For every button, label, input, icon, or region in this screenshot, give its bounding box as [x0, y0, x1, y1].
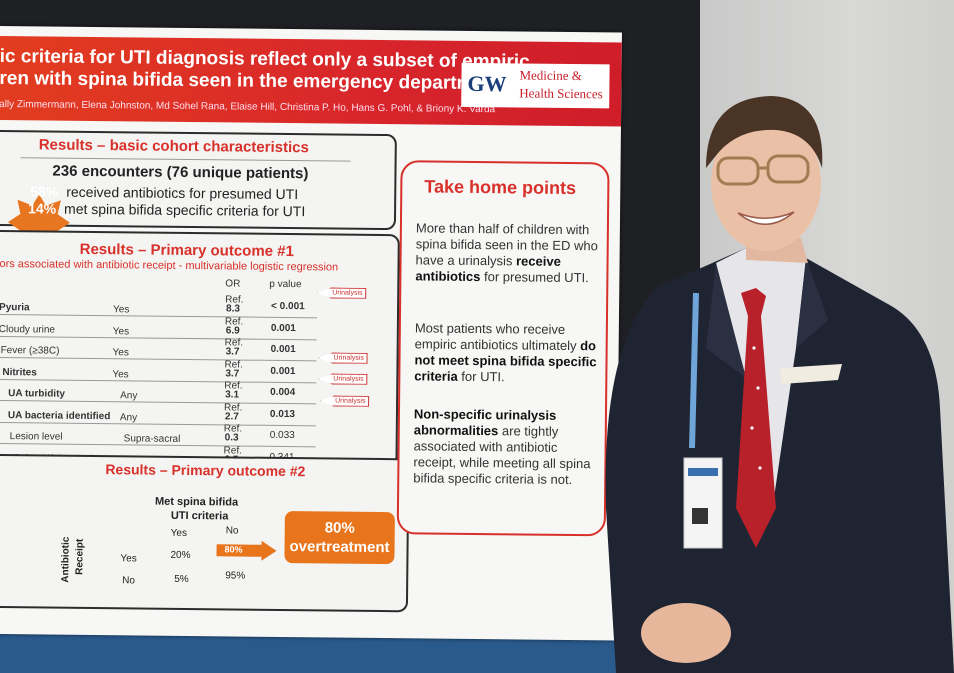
cell-yes-no: 80%: [224, 544, 243, 555]
glasses-icon: [716, 156, 760, 186]
row-level: Any: [120, 390, 138, 402]
primary1-header: Results – Primary outcome #1: [79, 240, 295, 261]
presenter-photo: [605, 96, 954, 673]
row-level: Yes: [112, 304, 130, 316]
p2-end: for UTI.: [457, 368, 505, 385]
p2-row-label2: Receipt: [74, 538, 86, 575]
row-level: Yes: [112, 347, 129, 359]
takehome-point1: More than half of children with spina bi…: [415, 220, 601, 286]
p1-text: More than half of children with spina bi…: [415, 220, 598, 269]
poster-banner: ic criteria for UTI diagnosis reflect on…: [0, 35, 622, 127]
row-p: 0.001: [270, 322, 296, 334]
tie: [736, 288, 776, 548]
p2-row-label1: Antibiotic: [60, 536, 72, 583]
gw-monogram: GW: [467, 70, 507, 97]
row-level: Supra-sacral: [123, 433, 181, 445]
divider: [20, 157, 351, 162]
cohort-line1: received antibiotics for presumed UTI: [66, 183, 299, 203]
logo-line2: Health Sciences: [519, 85, 603, 102]
row-label: Cloudy urine: [0, 323, 56, 336]
row-label: Nitrites: [2, 366, 37, 378]
row-p: 0.001: [270, 365, 296, 377]
row-label: Fever (≥38C): [0, 345, 60, 357]
row-p: < 0.001: [271, 300, 305, 313]
row-p: 0.001: [270, 343, 296, 356]
row-label: UA bacteria identified: [7, 409, 111, 422]
row-or: 3.1: [225, 389, 240, 401]
row-label: Lesion level: [9, 431, 63, 443]
p2-col-title2: UTI criteria: [170, 509, 229, 523]
lapel-left: [706, 263, 746, 378]
cohort-pct1: 58%: [30, 183, 59, 200]
cohort-encounters: 236 encounters (76 unique patients): [52, 162, 309, 183]
row-or: 3.7: [225, 346, 240, 358]
callout-pct: 80%: [324, 519, 355, 537]
poster-title-line2: ren with spina bifida seen in the emerge…: [0, 67, 503, 95]
row-p: 0.033: [269, 429, 295, 442]
callout-text: overtreatment: [289, 538, 390, 557]
row-or: 6.9: [225, 324, 240, 337]
overtreatment-callout: 80% overtreatment: [284, 511, 395, 565]
cell-yes-yes: 20%: [170, 549, 191, 562]
hands: [641, 603, 731, 663]
face: [711, 115, 821, 251]
p2-col-yes: Yes: [170, 527, 188, 539]
row-or: 2.7: [224, 410, 239, 423]
cell-no-no: 95%: [225, 570, 246, 582]
row-or: 3.7: [225, 367, 240, 380]
research-poster: ic criteria for UTI diagnosis reflect on…: [0, 26, 622, 641]
row-or: 8.3: [225, 303, 241, 315]
lapel-right: [796, 258, 828, 348]
p2-row-yes: Yes: [120, 553, 137, 565]
p1-end: for presumed UTI.: [480, 269, 589, 286]
logo-line1: Medicine &: [519, 67, 583, 84]
p2-col-no: No: [225, 525, 239, 537]
poster-authors: ally Zimmermann, Elena Johnston, Md Sohe…: [0, 98, 496, 116]
primary2-header: Results – Primary outcome #2: [105, 461, 306, 480]
take-home-box: Take home points More than half of child…: [396, 160, 610, 537]
row-p: 0.004: [270, 386, 296, 399]
takehome-point3: Non-specific urinalysis abnormalities ar…: [413, 406, 599, 488]
row-level: Yes: [112, 325, 130, 337]
lanyard: [689, 292, 699, 449]
row-p: 0.013: [269, 408, 296, 420]
takehome-point2: Most patients who receive empiric antibi…: [414, 320, 600, 386]
cohort-pct2: 14%: [28, 200, 57, 217]
primary1-subheader: ors associated with antibiotic receipt -…: [0, 258, 339, 274]
hair: [706, 96, 823, 168]
cohort-line2: met spina bifida specific criteria for U…: [64, 200, 306, 220]
row-label: UA turbidity: [8, 388, 66, 400]
pocket-square: [780, 364, 842, 384]
row-level: Yes: [112, 368, 129, 380]
col-p: p value: [269, 278, 302, 291]
gw-logo: GW Medicine & Health Sciences: [461, 62, 610, 109]
p2-col-title1: Met spina bifida: [154, 495, 239, 509]
takehome-header: Take home points: [424, 176, 577, 199]
cell-no-yes: 5%: [174, 573, 189, 586]
p2-text: Most patients who receive empiric antibi…: [414, 320, 581, 354]
row-or: 0.3: [224, 432, 239, 444]
col-or: OR: [225, 278, 241, 290]
cohort-header: Results – basic cohort characteristics: [38, 136, 309, 157]
p2-row-no: No: [122, 575, 136, 587]
row-label: Pyuria: [0, 302, 30, 314]
row-level: Any: [119, 411, 138, 423]
